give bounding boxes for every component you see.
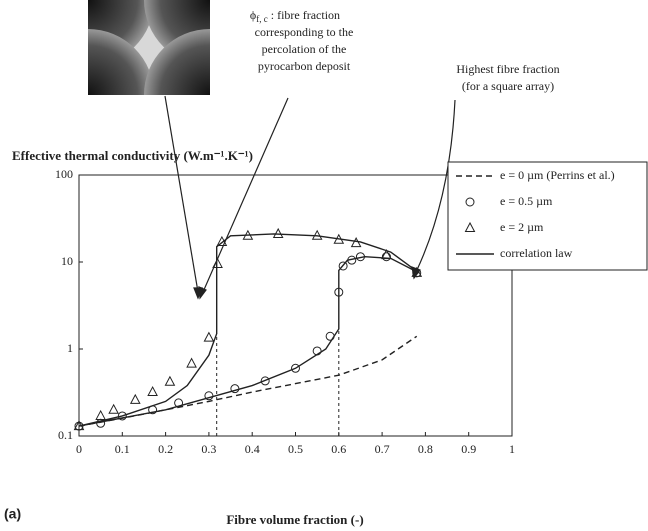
annotation-line: percolation of the — [262, 42, 347, 56]
marker — [212, 257, 223, 268]
legend-label: e = 0.5 µm — [500, 194, 553, 208]
panel-label: (a) — [4, 506, 21, 522]
marker — [204, 391, 214, 401]
x-tick-label: 0.7 — [375, 442, 390, 456]
y-axis-label: Effective thermal conductivity (W.m⁻¹.K⁻… — [12, 148, 253, 163]
legend-label: correlation law — [500, 246, 573, 260]
marker — [186, 357, 197, 368]
x-tick-label: 0.8 — [418, 442, 433, 456]
x-tick-label: 0 — [76, 442, 82, 456]
annotation-line: Highest fibre fraction — [456, 62, 559, 76]
legend-swatch — [465, 197, 475, 207]
x-tick-label: 0.5 — [288, 442, 303, 456]
legend: e = 0 µm (Perrins et al.) e = 0.5 µm e = 2… — [447, 161, 648, 271]
marker — [108, 403, 119, 414]
marker — [260, 376, 270, 386]
legend-label: e = 0 µm (Perrins et al.) — [500, 168, 615, 182]
marker — [203, 331, 215, 342]
annotation-line: (for a square array) — [462, 79, 554, 93]
x-tick-label: 0.4 — [245, 442, 260, 456]
x-tick-label: 0.6 — [331, 442, 346, 456]
x-tick-label: 1 — [509, 442, 515, 456]
marker — [381, 252, 391, 262]
y-tick-label: 0.1 — [58, 428, 73, 442]
legend-label: e = 2 µm — [500, 220, 544, 234]
y-tick-label: 100 — [55, 167, 73, 181]
x-axis-label: Fibre volume fraction (-) — [226, 512, 363, 527]
y-tick-label: 10 — [61, 254, 73, 268]
marker — [338, 261, 348, 271]
x-tick-label: 0.2 — [158, 442, 173, 456]
marker — [272, 227, 284, 238]
x-tick-label: 0.1 — [115, 442, 130, 456]
annotation-line: pyrocarbon deposit — [258, 59, 351, 73]
marker — [117, 411, 127, 421]
marker — [147, 385, 158, 397]
marker — [129, 393, 141, 404]
marker — [174, 398, 184, 408]
annotation-line: : fibre fraction — [271, 8, 340, 22]
annotation-subscript: f, c — [256, 14, 268, 24]
x-tick-label: 0.3 — [201, 442, 216, 456]
annotation-symbol: ϕ — [250, 8, 256, 22]
annotation: ϕf, c: fibre fraction — [250, 8, 340, 24]
legend-box — [447, 161, 648, 271]
series-line — [78, 233, 420, 427]
series-line — [78, 335, 418, 427]
annotation-line: corresponding to the — [255, 25, 354, 39]
inset-image — [88, 0, 210, 95]
plot-frame — [78, 174, 513, 437]
y-tick-label: 1 — [67, 341, 73, 355]
legend-swatch — [464, 221, 476, 232]
marker — [164, 375, 176, 386]
x-tick-label: 0.9 — [461, 442, 476, 456]
marker — [95, 409, 106, 420]
marker — [291, 363, 300, 373]
